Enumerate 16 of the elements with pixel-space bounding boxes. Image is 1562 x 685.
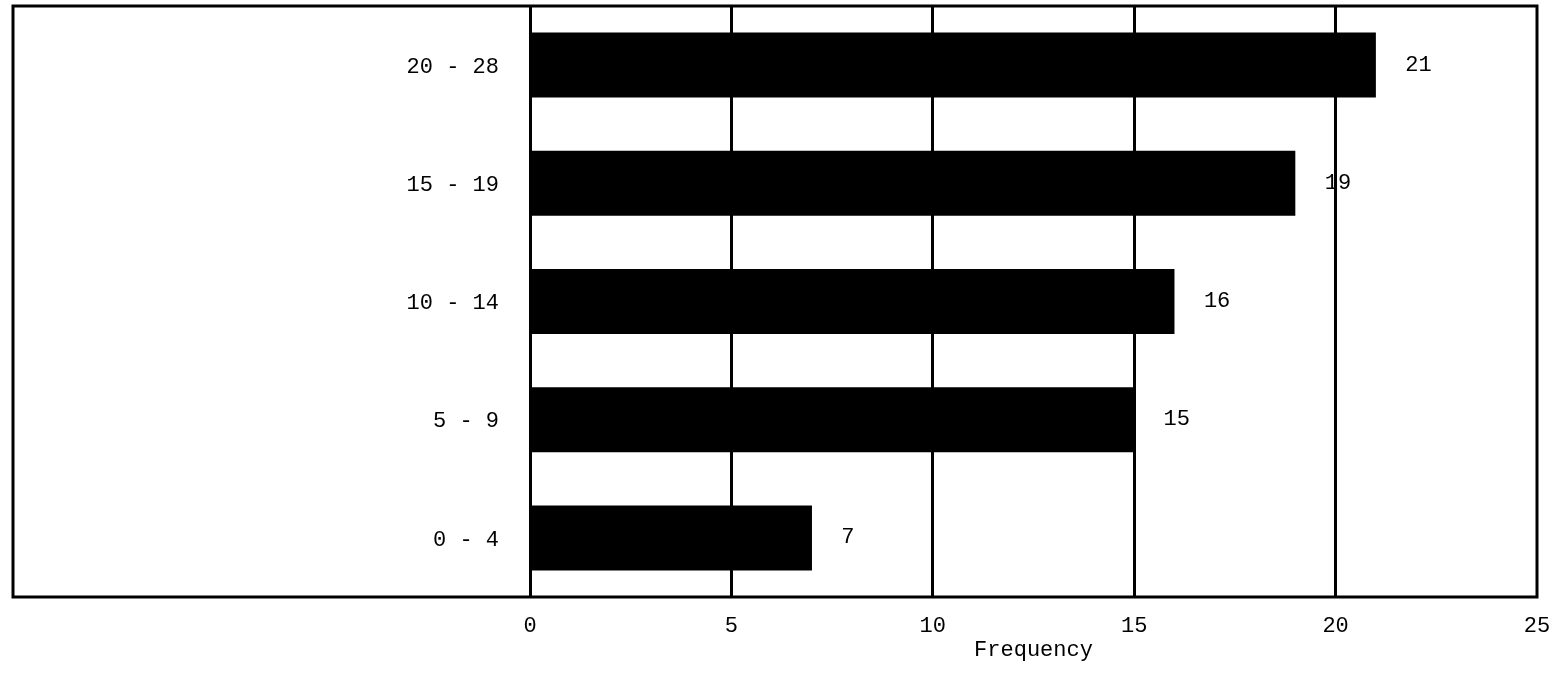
x-axis-title: Frequency (974, 637, 1093, 663)
data-label: 15 (1137, 407, 1191, 433)
data-label: 16 (1177, 289, 1231, 315)
y-tick-label: 5 - 9 (432, 409, 499, 435)
x-tick-label: 10 (919, 614, 946, 639)
y-tick-label: 10 - 14 (406, 291, 499, 317)
data-label: 21 (1378, 52, 1432, 78)
y-tick-label: 0 - 4 (432, 527, 499, 553)
x-tick-label: 5 (724, 614, 738, 639)
x-tick-label: 20 (1322, 614, 1349, 639)
x-tick-label: 0 (523, 614, 537, 639)
data-label: 7 (814, 525, 855, 551)
x-tick-label: 15 (1121, 614, 1148, 639)
x-tick-label: 25 (1523, 614, 1551, 639)
y-tick-label: 20 - 28 (406, 54, 499, 80)
y-tick-label: 15 - 19 (406, 173, 499, 198)
